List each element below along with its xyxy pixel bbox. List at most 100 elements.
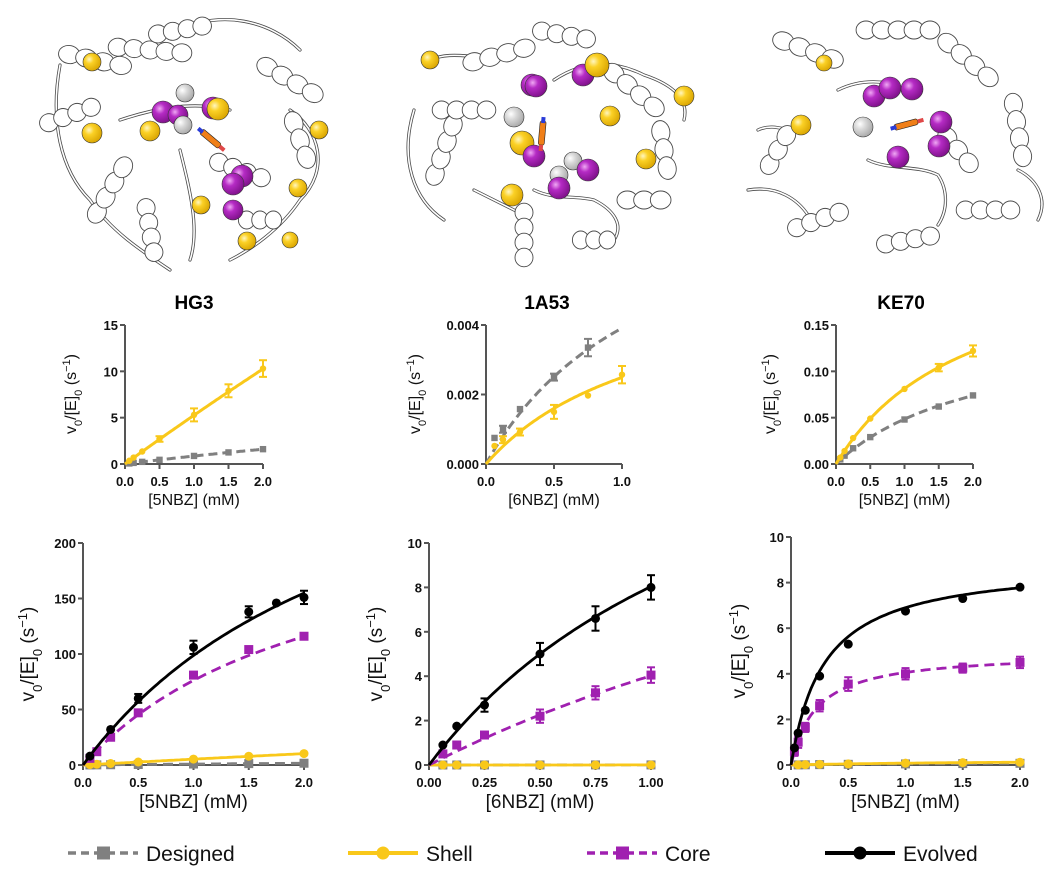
x-tick-label: 1.00 [638,775,663,790]
data-point-designed [130,459,137,467]
x-tick-label: 0.0 [782,775,800,790]
data-point-core [438,749,448,759]
residue-sphere-core [886,145,910,169]
loop-ribbon [866,158,948,227]
residue-sphere-shell [584,52,610,78]
legend-marker [616,846,629,860]
residue-sphere-design [175,83,195,103]
data-point-core [800,722,810,732]
chart-1a53-all-variants: 0 2 4 6 8 10 0.00 0.25 0.50 0.75 1.00 [6NBZ] (mM) v0… [363,536,664,813]
data-point-shell [156,435,163,443]
data-point-designed [550,373,558,381]
y-tick-label: 0 [777,758,784,773]
chart-hg3-designed-vs-shell: 0 5 10 15 0.0 0.5 1.0 1.5 2.0 [5NBZ] (mM) v0/[E]0 … [61,318,272,509]
residue-sphere-shell [815,54,833,72]
data-point-evolved [85,751,95,761]
data-point-core [299,631,309,641]
legend-item-evolved: Evolved [825,843,978,866]
data-point-shell [646,760,656,770]
data-point-shell [793,760,803,770]
x-tick-label: 0.5 [545,474,563,489]
x-tick-label: 1.5 [930,474,948,489]
data-point-shell [815,759,825,769]
panel-title-1a53: 1A53 [524,293,569,314]
y-axis-label: v0/[E]0 (s−1) [726,604,756,699]
helix-ribbon [1003,92,1033,168]
x-tick-label: 0.25 [472,775,497,790]
ligand [890,117,924,131]
x-tick-label: 1.0 [613,474,631,489]
chart-hg3-all-variants: 0 50 100 150 200 0.0 0.5 1.0 1.5 2.0 [5NBZ] (mM) v0… [15,536,314,813]
residue-sphere-core [547,176,571,200]
fit-curve-designed [83,761,304,767]
x-tick-label: 1.0 [185,474,203,489]
x-tick-label: 1.5 [219,474,237,489]
data-point-shell [480,760,489,770]
helix-ribbon [616,190,672,210]
series-shell [834,344,977,465]
x-tick-label: 0.0 [116,474,134,489]
data-point-core [92,747,102,757]
data-point-shell [849,434,857,442]
series-designed [484,326,623,465]
x-tick-label: 1.0 [895,474,913,489]
y-tick-label: 4 [415,669,423,684]
data-point-shell [843,759,853,769]
y-tick-label: 10 [104,364,118,379]
data-point-core [1015,657,1025,667]
fit-curve-shell [834,350,974,465]
data-point-shell [139,448,146,455]
data-point-designed [849,445,857,452]
y-axis-label: v0/[E]0 (s−1) [15,607,45,702]
x-tick-label: 0.5 [839,775,857,790]
data-point-shell [901,758,910,768]
fit-curve-shell [484,376,623,466]
y-tick-label: 0.000 [446,457,479,472]
helix-ribbon [107,37,193,63]
data-point-shell [499,436,507,443]
chart-ke70-designed-vs-shell: 0.00 0.05 0.10 0.15 0.0 0.5 1.0 1.5 2.0 [5NBZ] (m… [760,318,982,509]
x-tick-label: 0.00 [416,775,441,790]
legend-item-shell: Shell [348,843,473,866]
y-axis-label: v0/[E]0 (s−1) [61,354,85,434]
y-tick-label: 15 [104,318,118,333]
data-point-shell [133,757,143,767]
x-tick-label: 2.0 [295,775,313,790]
x-tick-label: 0.50 [527,775,552,790]
data-point-evolved [591,613,600,623]
helix-ribbon [58,45,132,75]
residue-sphere-shell [420,50,440,70]
helix-ribbon [462,38,536,72]
x-tick-label: 1.0 [896,775,914,790]
data-point-core [244,645,254,655]
data-point-evolved [815,671,825,681]
data-point-designed [189,759,198,769]
data-point-designed [491,434,498,442]
fit-curve-designed [834,394,974,466]
fit-curve-evolved [81,591,305,766]
residue-sphere-design [173,115,193,135]
series-evolved [81,589,309,766]
helix-ribbon [532,21,596,49]
legend-label: Core [665,843,711,866]
residue-sphere-shell [139,120,161,142]
data-point-designed [299,758,309,768]
data-point-core [958,663,968,673]
data-point-shell [189,754,198,764]
x-tick-label: 2.0 [254,474,272,489]
x-tick-label: 2.0 [1011,775,1029,790]
data-point-designed [841,452,848,459]
residue-sphere-core [900,77,924,101]
data-point-shell [491,442,498,450]
y-tick-label: 0 [111,457,118,472]
fit-curve-evolved [427,585,652,766]
legend: Designed Shell Core Evolved [68,843,978,866]
series-shell [124,359,267,466]
data-point-shell [618,371,626,378]
protein-structure-hg3 [39,16,329,272]
axes: 0 2 4 6 8 10 0.0 0.5 1.0 1.5 2.0 [770,530,1030,790]
series-designed [834,392,977,466]
data-point-evolved [244,607,254,617]
y-tick-label: 100 [54,647,76,662]
